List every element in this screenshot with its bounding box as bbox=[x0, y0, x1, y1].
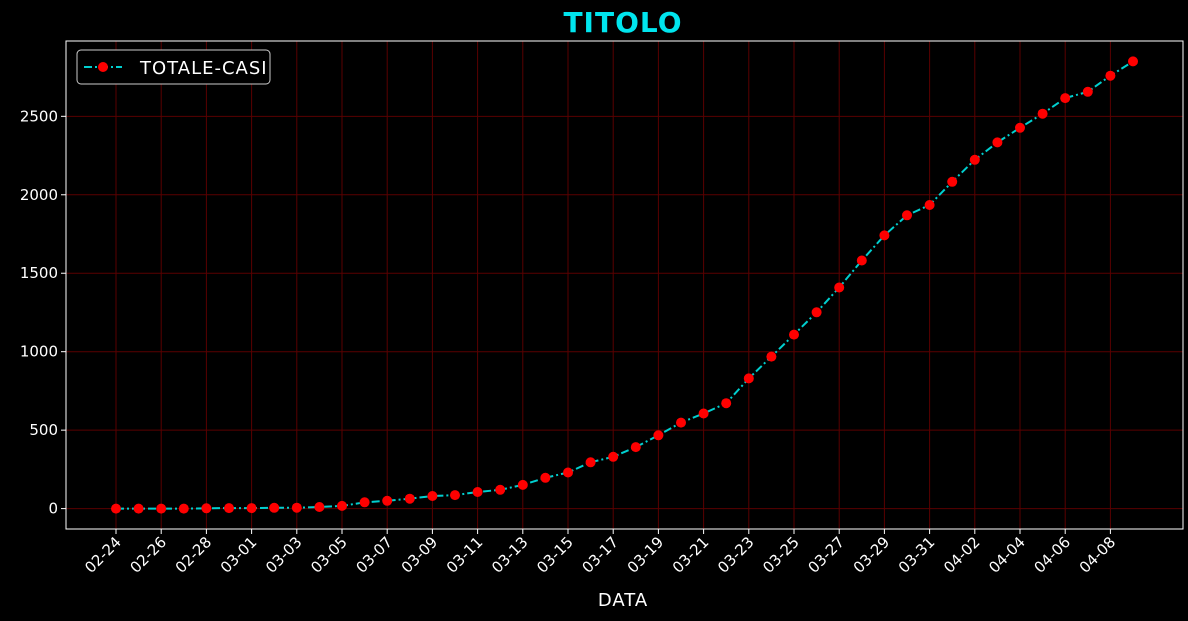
data-point bbox=[789, 329, 799, 340]
y-axis: 0 500 1000 1500 2000 2500 bbox=[20, 107, 66, 518]
data-point bbox=[337, 500, 347, 511]
data-point bbox=[653, 430, 664, 441]
data-point bbox=[269, 502, 280, 513]
x-axis-label: DATA bbox=[598, 590, 648, 611]
data-point bbox=[359, 497, 370, 508]
plot-frame bbox=[65, 40, 1184, 530]
data-point bbox=[1082, 86, 1093, 97]
data-point bbox=[517, 479, 528, 490]
data-point bbox=[427, 491, 438, 501]
data-point bbox=[743, 373, 754, 384]
grid-lines bbox=[66, 41, 1183, 529]
y-tick-label: 500 bbox=[29, 421, 58, 439]
data-point bbox=[856, 255, 867, 266]
data-point bbox=[811, 307, 822, 318]
y-tick-label: 0 bbox=[48, 500, 58, 518]
data-point bbox=[224, 503, 234, 514]
data-point bbox=[698, 408, 709, 419]
chart-title: TITOLO bbox=[563, 6, 682, 39]
data-point bbox=[201, 503, 212, 514]
series-line-0 bbox=[116, 60, 1134, 510]
legend-marker-swatch bbox=[98, 62, 108, 72]
legend: TOTALE-CASI bbox=[76, 49, 271, 85]
data-point bbox=[540, 472, 551, 483]
data-point bbox=[992, 137, 1003, 148]
legend-label: TOTALE-CASI bbox=[139, 58, 268, 79]
data-point bbox=[111, 503, 121, 514]
data-point bbox=[676, 417, 686, 428]
data-point bbox=[472, 487, 483, 497]
series-layer bbox=[111, 56, 1138, 514]
data-point bbox=[246, 503, 257, 514]
data-point bbox=[585, 457, 596, 468]
data-point bbox=[969, 154, 980, 165]
data-point bbox=[1060, 93, 1071, 104]
data-point bbox=[291, 502, 302, 513]
data-point bbox=[608, 451, 619, 462]
data-point bbox=[450, 490, 460, 501]
data-point bbox=[1105, 70, 1116, 81]
data-point bbox=[156, 503, 167, 514]
y-tick-label: 2500 bbox=[20, 107, 58, 125]
data-point bbox=[563, 467, 573, 478]
data-point bbox=[133, 503, 144, 514]
data-point bbox=[902, 210, 912, 221]
y-tick-label: 1000 bbox=[20, 343, 58, 361]
data-point bbox=[178, 503, 189, 514]
data-point bbox=[382, 495, 393, 506]
y-tick-label: 2000 bbox=[20, 186, 58, 204]
data-point bbox=[1128, 56, 1138, 67]
data-point bbox=[766, 351, 777, 362]
data-point bbox=[721, 398, 732, 409]
data-point bbox=[924, 200, 935, 210]
data-point bbox=[404, 493, 415, 504]
data-point bbox=[1037, 108, 1048, 119]
data-point bbox=[630, 442, 641, 453]
data-point bbox=[834, 282, 845, 293]
data-point bbox=[495, 484, 506, 495]
y-tick-label: 1500 bbox=[20, 264, 58, 282]
data-point bbox=[1015, 122, 1025, 133]
data-point bbox=[879, 230, 890, 241]
data-point bbox=[314, 502, 325, 512]
data-point bbox=[947, 176, 958, 187]
legend-box bbox=[76, 49, 271, 85]
